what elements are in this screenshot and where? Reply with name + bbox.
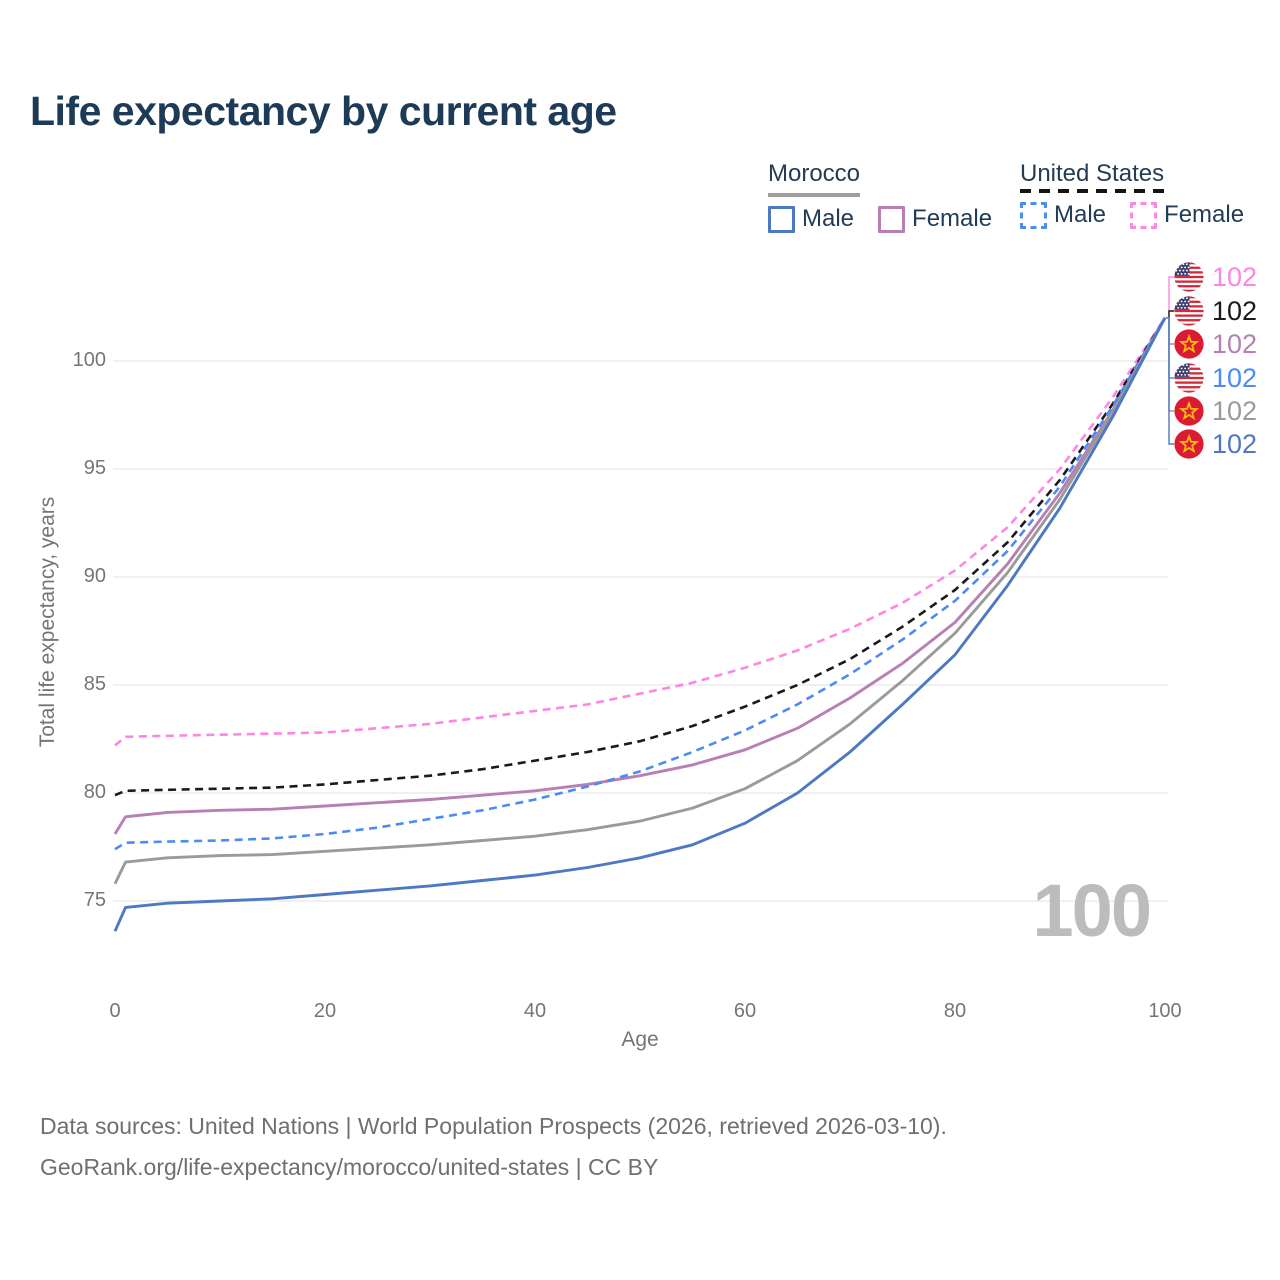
us-flag-icon [1174, 296, 1204, 326]
footer: Data sources: United Nations | World Pop… [40, 1106, 947, 1188]
us-flag-icon [1174, 363, 1204, 393]
end-label-connector [1166, 317, 1174, 379]
end-label-connector [1166, 317, 1174, 445]
legend-item-us-male[interactable]: Male [1020, 201, 1106, 229]
end-value-label: 102 [1212, 395, 1258, 426]
x-tick-label: 80 [943, 1000, 967, 1022]
end-value-label: 102 [1212, 362, 1258, 393]
legend-item-label: Female [912, 205, 993, 232]
series-line-united-states-male [114, 317, 1167, 851]
y-tick-label: 75 [83, 889, 106, 911]
legend-country-united-states: United States [1020, 160, 1165, 193]
morocco-female-swatch-icon [878, 205, 906, 233]
end-label-morocco-male: 102 [1174, 428, 1257, 460]
legend-item-us-female[interactable]: Female [1130, 201, 1244, 229]
x-tick-label: 100 [1148, 1000, 1182, 1022]
y-tick-label: 95 [83, 457, 106, 479]
legend-item-label: Male [802, 205, 855, 232]
legend-country-morocco: Morocco [768, 160, 861, 197]
end-label-connector [1166, 310, 1174, 319]
series-line-morocco-both-sexes [113, 317, 1167, 885]
us-female-swatch-icon [1130, 201, 1158, 229]
y-tick-label: 80 [83, 781, 106, 803]
y-tick-label: 85 [83, 673, 106, 695]
legend-group-united-states: United States Male Female [1020, 160, 1268, 229]
series-line-morocco-male [113, 317, 1167, 932]
morocco-male-swatch-icon [768, 205, 795, 233]
x-tick-label: 0 [109, 1000, 121, 1022]
legend-group-morocco: Morocco Male Female [768, 160, 1016, 233]
end-label-connector [1166, 317, 1174, 345]
us-flag-icon [1174, 262, 1204, 292]
morocco-flag-icon [1174, 429, 1204, 459]
legend-item-morocco-male[interactable]: Male [768, 205, 854, 233]
x-axis-title: Age [621, 1028, 659, 1051]
end-value-label: 102 [1212, 295, 1258, 326]
footer-source-line: Data sources: United Nations | World Pop… [40, 1113, 947, 1139]
morocco-flag-icon [1174, 396, 1204, 426]
y-tick-label: 90 [83, 565, 106, 587]
x-tick-label: 60 [733, 1000, 757, 1022]
y-axis-title: Total life expectancy, years [36, 496, 59, 748]
end-value-label: 102 [1212, 261, 1258, 292]
end-label-us-male: 102 [1174, 362, 1257, 394]
legend-item-label: Female [1164, 201, 1245, 228]
end-label-us-female: 102 [1174, 261, 1257, 293]
page-title: Life expectancy by current age [30, 88, 617, 134]
end-value-label: 102 [1212, 428, 1258, 459]
end-label-morocco-female: 102 [1174, 328, 1257, 360]
legend-item-morocco-female[interactable]: Female [878, 205, 992, 233]
series-line-morocco-female [113, 317, 1167, 835]
footer-url-line: GeoRank.org/life-expectancy/morocco/unit… [40, 1154, 659, 1180]
series-line-united-states-both-sexes [114, 317, 1167, 797]
end-label-us-both: 102 [1174, 295, 1257, 327]
age-watermark: 100 [1032, 869, 1152, 952]
legend-item-label: Male [1054, 201, 1107, 228]
morocco-flag-icon [1174, 329, 1204, 359]
end-value-label: 102 [1212, 328, 1258, 359]
end-label-connector [1166, 276, 1174, 319]
x-tick-label: 20 [313, 1000, 337, 1022]
us-male-swatch-icon [1020, 201, 1047, 229]
y-tick-label: 100 [72, 349, 106, 371]
series-line-united-states-female [114, 317, 1167, 747]
end-label-morocco-both: 102 [1174, 395, 1257, 427]
end-label-connector [1166, 317, 1174, 412]
x-tick-label: 40 [523, 1000, 547, 1022]
